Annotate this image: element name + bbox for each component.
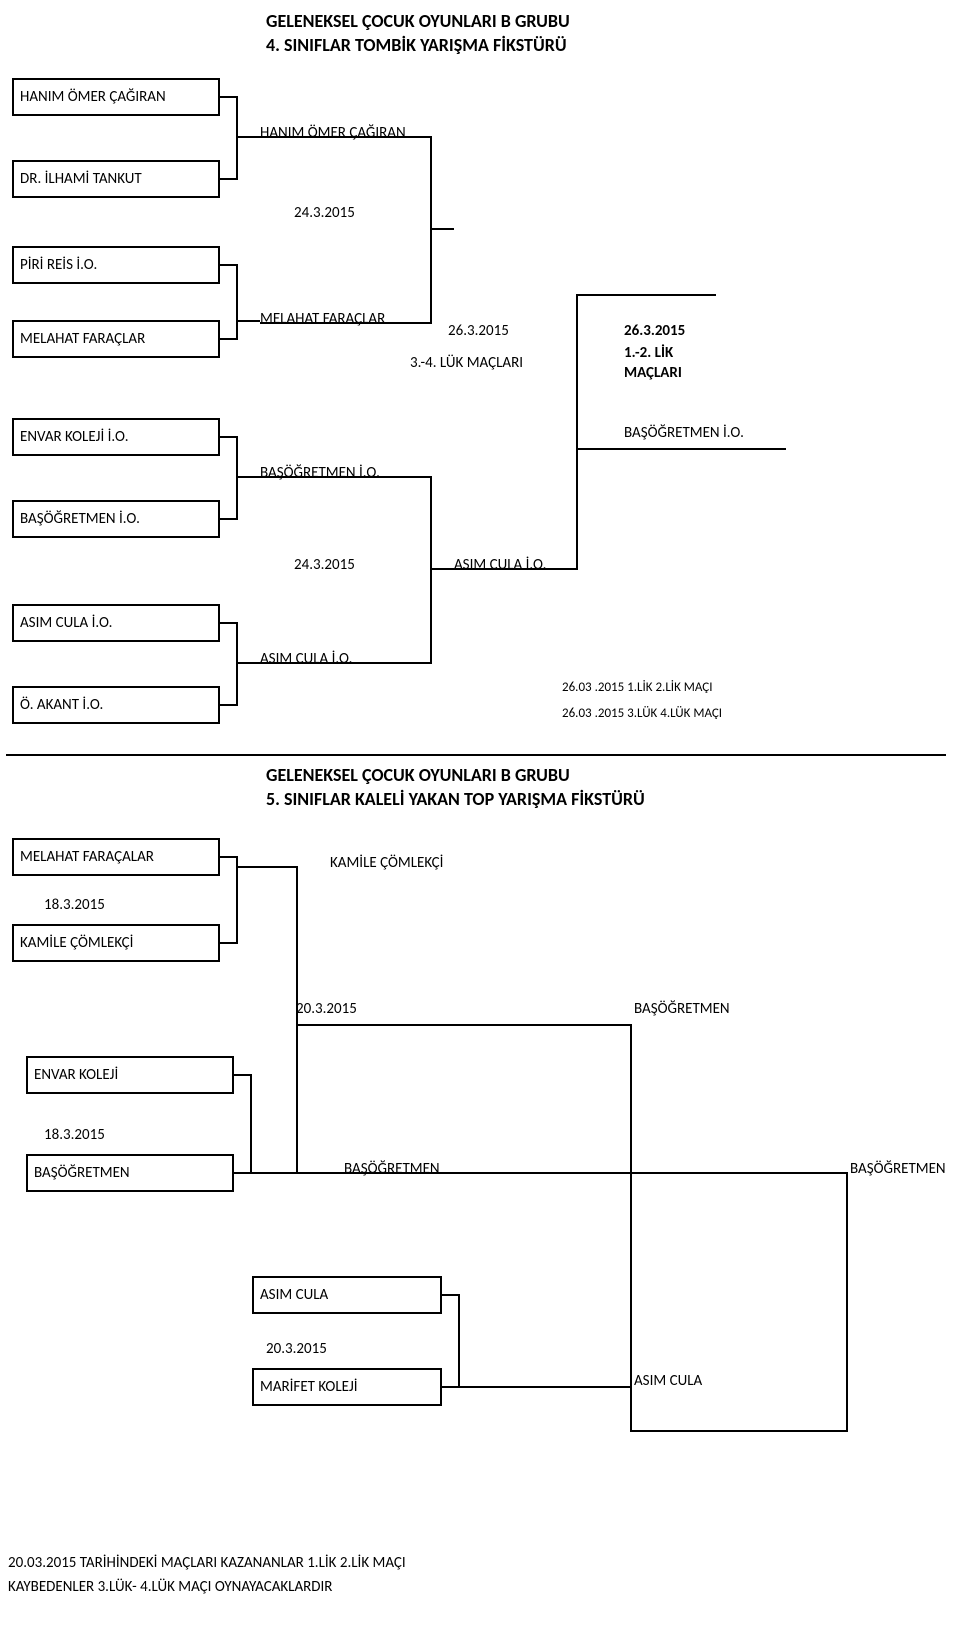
b2-d3: 20.3.2015 (266, 1340, 327, 1358)
title1-line1: GELENEKSEL ÇOCUK OYUNLARI B GRUBU (266, 10, 570, 32)
b2-w34: BAŞÖĞRETMEN (344, 1160, 440, 1178)
conn (430, 228, 454, 230)
b1-w56: BAŞÖĞRETMEN İ.O. (260, 464, 380, 482)
conn (630, 1386, 632, 1432)
conn (236, 96, 238, 180)
b2-sf-date: 20.3.2015 (296, 1000, 357, 1018)
b1-team4: MELAHAT FARAÇLAR (12, 320, 220, 358)
b2-team5: ASIM CULA (252, 1276, 442, 1314)
b2-team4-label: BAŞÖĞRETMEN (34, 1164, 130, 1182)
b1-team7-label: ASIM CULA İ.O. (20, 614, 112, 632)
b2-w56: ASIM CULA (634, 1372, 702, 1390)
b2-team2: KAMİLE ÇÖMLEKÇİ (12, 924, 220, 962)
conn (458, 1386, 630, 1388)
conn (846, 1172, 848, 1432)
conn (236, 866, 296, 868)
b1-winner-top: BAŞÖĞRETMEN İ.O. (624, 424, 744, 442)
b1-team5-label: ENVAR KOLEJİ İ.O. (20, 428, 129, 446)
b1-team8: Ö. AKANT İ.O. (12, 686, 220, 724)
b2-team6: MARİFET KOLEJİ (252, 1368, 442, 1406)
b1-team8-label: Ö. AKANT İ.O. (20, 696, 103, 714)
conn (260, 322, 432, 324)
b1-final-date: 26.3.2015 (624, 322, 685, 340)
conn (576, 294, 578, 450)
conn (236, 436, 238, 520)
conn (630, 1430, 848, 1432)
conn (454, 568, 578, 570)
divider (6, 754, 946, 756)
b1-team3-label: PİRİ REİS İ.O. (20, 256, 97, 274)
conn (260, 136, 430, 138)
b1-team6: BAŞÖĞRETMEN İ.O. (12, 500, 220, 538)
conn (458, 1294, 460, 1388)
conn (236, 662, 260, 664)
b2-final: BAŞÖĞRETMEN (850, 1160, 946, 1178)
b1-w12: HANIM ÖMER ÇAĞIRAN (260, 124, 406, 142)
conn (250, 1074, 252, 1174)
b1-team6-label: BAŞÖĞRETMEN İ.O. (20, 510, 140, 528)
b2-d1: 18.3.2015 (44, 896, 105, 914)
b1-team1: HANIM ÖMER ÇAĞIRAN (12, 78, 220, 116)
b1-team7: ASIM CULA İ.O. (12, 604, 220, 642)
conn (630, 1024, 632, 1210)
conn (296, 1024, 298, 1174)
b1-team3: PİRİ REİS İ.O. (12, 246, 220, 284)
b2-team3: ENVAR KOLEJİ (26, 1056, 234, 1094)
conn (236, 856, 238, 944)
footer-line2: KAYBEDENLER 3.LÜK- 4.LÜK MAÇI OYNAYACAKL… (8, 1578, 332, 1596)
conn (236, 264, 238, 340)
title2-line2: 5. SINIFLAR KALELİ YAKAN TOP YARIŞMA FİK… (266, 788, 645, 810)
b2-sf-winner: BAŞÖĞRETMEN (634, 1000, 730, 1018)
conn (576, 294, 716, 296)
b2-team5-label: ASIM CULA (260, 1286, 328, 1304)
conn (630, 1210, 632, 1386)
page: GELENEKSEL ÇOCUK OYUNLARI B GRUBU 4. SIN… (0, 0, 960, 1626)
footer-line1: 20.03.2015 TARİHİNDEKİ MAÇLARI KAZANANLA… (8, 1554, 406, 1572)
b1-d56: 24.3.2015 (294, 556, 355, 574)
b1-note-a: 26.03 .2015 1.LİK 2.LİK MAÇI (562, 680, 713, 695)
title2-line1: GELENEKSEL ÇOCUK OYUNLARI B GRUBU (266, 764, 570, 786)
b1-d12: 24.3.2015 (294, 204, 355, 222)
b1-final-note2: MAÇLARI (624, 364, 682, 382)
b2-team3-label: ENVAR KOLEJİ (34, 1066, 118, 1084)
conn (576, 448, 786, 450)
b1-team1-label: HANIM ÖMER ÇAĞIRAN (20, 88, 166, 106)
b1-team5: ENVAR KOLEJİ İ.O. (12, 418, 220, 456)
b2-w12: KAMİLE ÇÖMLEKÇİ (330, 854, 443, 872)
conn (236, 476, 260, 478)
b2-d2: 18.3.2015 (44, 1126, 105, 1144)
conn (576, 448, 578, 568)
conn (260, 662, 432, 664)
conn (260, 476, 430, 478)
conn (296, 1172, 846, 1174)
conn (236, 136, 260, 138)
b1-sf-note: 3.-4. LÜK MAÇLARI (410, 354, 523, 372)
b1-final-note1: 1.-2. LİK (624, 344, 673, 362)
b1-w34: MELAHAT FARAÇLAR (260, 310, 385, 328)
b2-team2-label: KAMİLE ÇÖMLEKÇİ (20, 934, 133, 952)
b2-team6-label: MARİFET KOLEJİ (260, 1378, 358, 1396)
conn (236, 622, 238, 706)
b1-w78: ASIM CULA İ.O. (260, 650, 352, 668)
b1-note-b: 26.03 .2015 3.LÜK 4.LÜK MAÇI (562, 706, 722, 721)
conn (250, 1172, 298, 1174)
b2-team4: BAŞÖĞRETMEN (26, 1154, 234, 1192)
conn (296, 1024, 630, 1026)
b1-team2-label: DR. İLHAMİ TANKUT (20, 170, 142, 188)
b2-team1: MELAHAT FARAÇALAR (12, 838, 220, 876)
conn (430, 568, 454, 570)
b1-team4-label: MELAHAT FARAÇLAR (20, 330, 145, 348)
title1-line2: 4. SINIFLAR TOMBİK YARIŞMA FİKSTÜRÜ (266, 34, 567, 56)
b2-team1-label: MELAHAT FARAÇALAR (20, 848, 154, 866)
b1-team2: DR. İLHAMİ TANKUT (12, 160, 220, 198)
b1-sf2: ASIM CULA İ.O. (454, 556, 546, 574)
conn (236, 320, 260, 322)
b1-sf-date: 26.3.2015 (448, 322, 509, 340)
